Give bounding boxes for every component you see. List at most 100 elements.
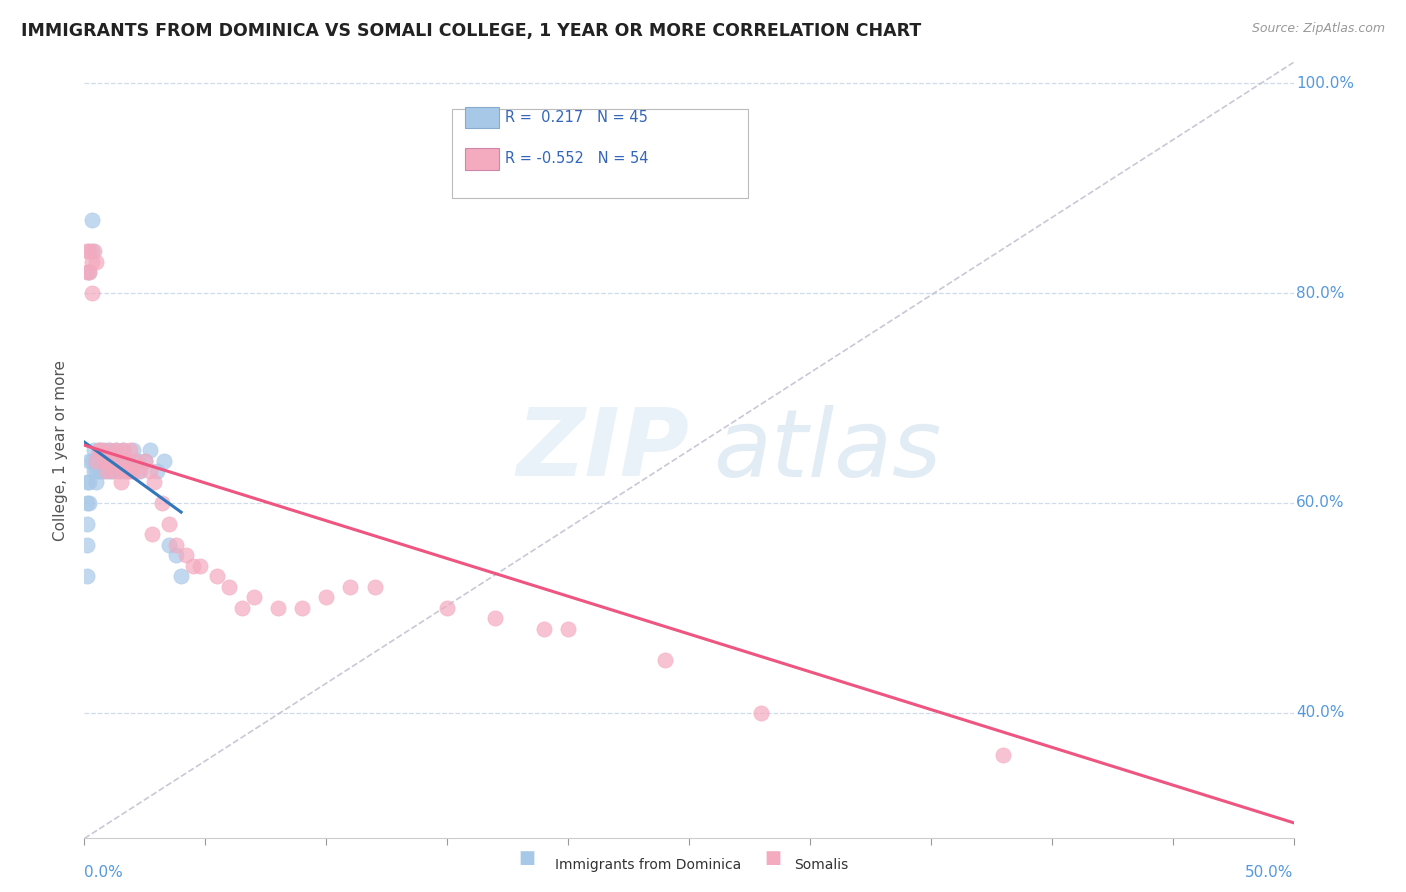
Point [83,244,105,259]
Point [93,443,115,458]
Point [114,454,136,468]
Point [129,465,152,479]
Point [90,443,112,458]
Point [114,465,136,479]
Point [751,706,773,720]
Point [110,475,132,489]
Point [134,454,156,468]
Text: atlas: atlas [713,405,942,496]
Text: ■: ■ [765,849,782,867]
Text: Somalis: Somalis [794,858,849,872]
Point [120,443,142,458]
Point [77,454,100,468]
Bar [465,107,499,128]
Point [80,286,103,301]
Point [121,443,143,458]
Y-axis label: College, 1 year or more: College, 1 year or more [53,360,69,541]
Point [83,443,105,458]
Point [110,454,132,468]
Point [484,611,506,625]
Point [138,465,160,479]
Text: R =  0.217   N = 45: R = 0.217 N = 45 [505,110,648,125]
Point [77,265,100,279]
Text: R = -0.552   N = 54: R = -0.552 N = 54 [505,151,648,166]
Point [127,454,149,468]
Point [76,244,98,259]
Point [104,443,127,458]
Point [165,538,187,552]
Point [107,454,129,468]
Point [174,549,197,563]
Point [104,443,127,458]
Point [86,254,108,268]
Point [93,465,115,479]
Point [77,265,100,279]
Point [90,465,112,479]
Point [143,475,166,489]
Point [127,465,149,479]
Text: Source: ZipAtlas.com: Source: ZipAtlas.com [1251,22,1385,36]
Point [83,465,105,479]
Point [117,465,139,479]
Point [138,443,160,458]
Text: ■: ■ [519,849,536,867]
Point [87,465,110,479]
Point [76,569,98,583]
Point [170,569,193,583]
Point [267,600,290,615]
Point [80,244,103,259]
Text: 100.0%: 100.0% [1296,76,1354,91]
Point [291,600,314,615]
Point [97,443,120,458]
Point [86,454,108,468]
Point [207,569,229,583]
Point [557,622,579,636]
Text: ZIP: ZIP [516,404,689,497]
Point [80,212,103,227]
Text: IMMIGRANTS FROM DOMINICA VS SOMALI COLLEGE, 1 YEAR OR MORE CORRELATION CHART: IMMIGRANTS FROM DOMINICA VS SOMALI COLLE… [21,22,921,40]
Text: 50.0%: 50.0% [1246,864,1294,880]
Point [97,465,120,479]
Text: 60.0%: 60.0% [1296,495,1344,510]
Point [157,538,180,552]
Text: Immigrants from Dominica: Immigrants from Dominica [555,858,741,872]
Point [77,475,100,489]
Point [134,454,156,468]
Point [141,527,163,541]
Point [181,558,204,573]
Point [77,244,100,259]
Point [80,254,103,268]
Point [93,454,115,468]
Point [77,496,100,510]
Point [80,454,103,468]
Text: 0.0%: 0.0% [84,864,124,880]
Point [436,600,458,615]
Point [103,465,125,479]
Point [533,622,555,636]
Point [363,580,385,594]
Point [153,454,176,468]
Point [76,265,98,279]
Point [124,454,146,468]
Point [157,516,180,531]
Point [315,591,337,605]
Point [117,454,139,468]
Point [97,443,120,458]
Point [100,454,122,468]
Point [87,443,110,458]
Point [103,454,125,468]
Point [90,454,112,468]
Point [121,465,143,479]
Point [107,465,129,479]
Point [110,465,132,479]
Point [242,591,264,605]
Point [86,465,108,479]
Point [87,443,110,458]
Text: 40.0%: 40.0% [1296,706,1344,720]
Text: 80.0%: 80.0% [1296,285,1344,301]
Point [993,747,1015,762]
Point [86,454,108,468]
Point [112,443,135,458]
Point [100,465,122,479]
FancyBboxPatch shape [451,109,748,198]
